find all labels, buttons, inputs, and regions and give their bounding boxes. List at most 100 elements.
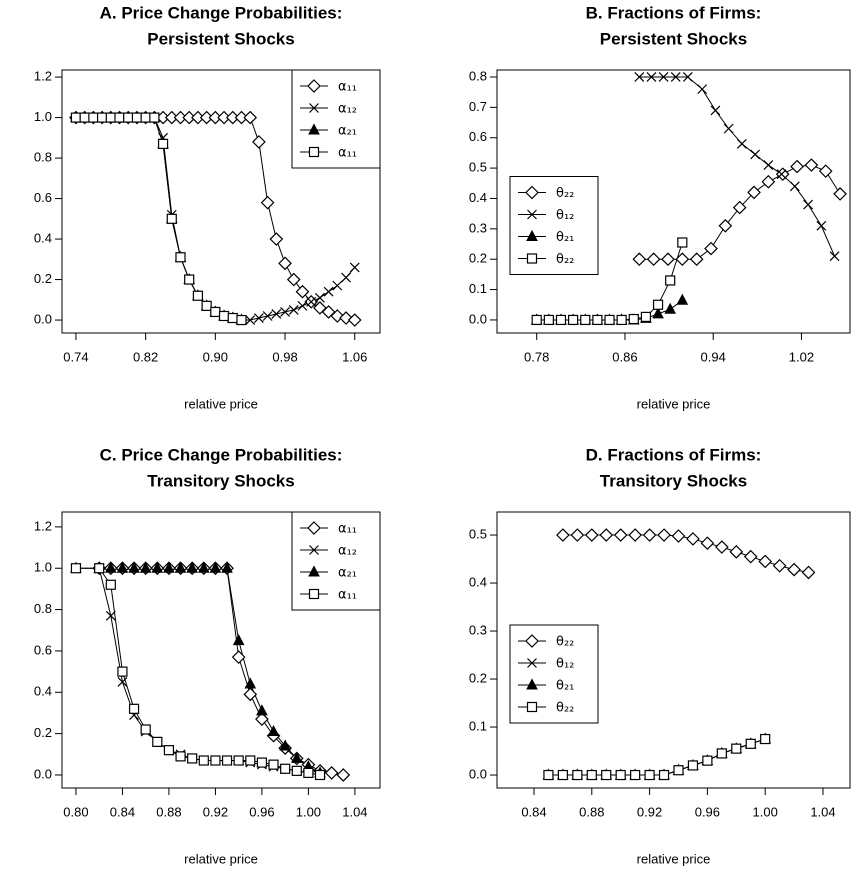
marker-cross (271, 309, 282, 319)
marker-square (604, 314, 615, 326)
marker-square (557, 769, 568, 781)
y-tick-label: 0.3 (469, 220, 487, 235)
marker-triangle (244, 677, 257, 689)
marker-square (233, 755, 244, 766)
marker-square (687, 760, 699, 771)
y-tick-label: 0.4 (34, 684, 52, 699)
marker-square (128, 703, 140, 714)
chart-title: D. Fractions of Firms: (586, 445, 762, 464)
marker-diamond (255, 712, 269, 727)
x-tick-label: 0.98 (272, 349, 297, 364)
marker-diamond (243, 687, 258, 702)
marker-diamond (761, 174, 776, 189)
marker-square (140, 112, 151, 123)
y-tick-label: 0.2 (34, 271, 52, 286)
x-axis-label: relative price (184, 851, 258, 866)
marker-square (117, 666, 128, 677)
marker-cross (245, 315, 256, 325)
x-tick-label: 0.88 (156, 804, 181, 819)
marker-square (149, 112, 160, 123)
y-tick-label: 0.0 (34, 766, 52, 781)
marker-diamond (747, 185, 761, 200)
marker-cross (776, 169, 787, 180)
y-tick-label: 1.0 (34, 109, 52, 124)
marker-square (702, 755, 713, 766)
marker-triangle (279, 739, 291, 751)
marker-diamond (347, 313, 362, 327)
y-tick-label: 0.5 (469, 526, 487, 541)
marker-square (166, 213, 177, 224)
marker-cross (829, 251, 840, 262)
legend: α₁₁ α₁₂ α₂₁ α₁₁ (291, 511, 381, 611)
x-tick-label: 1.00 (753, 804, 778, 819)
marker-square (210, 306, 221, 318)
y-tick-label: 0.6 (469, 129, 487, 144)
marker-cross (736, 138, 747, 149)
y-tick-label: 0.8 (34, 601, 52, 616)
marker-diamond (324, 766, 339, 780)
marker-square (568, 314, 579, 326)
marker-diamond (525, 185, 539, 200)
marker-square (314, 769, 326, 781)
y-tick-label: 1.2 (34, 69, 52, 84)
x-tick-label: 0.88 (579, 804, 604, 819)
y-tick-label: 0.8 (34, 150, 52, 165)
marker-diamond (801, 565, 816, 580)
legend-box (291, 511, 381, 611)
marker-square (175, 751, 186, 762)
marker-square (236, 314, 247, 326)
marker-diamond (704, 241, 718, 256)
marker-triangle (197, 561, 210, 573)
y-tick-label: 0.8 (469, 68, 487, 83)
y-tick-label: 1.0 (34, 560, 52, 575)
marker-triangle (151, 561, 164, 573)
legend-label: θ₂₁ (556, 679, 574, 694)
marker-cross (527, 209, 537, 220)
chart-title: Transitory Shocks (147, 471, 294, 490)
marker-diamond (584, 528, 599, 542)
marker-diamond (689, 252, 704, 267)
marker-cross (105, 610, 116, 621)
marker-triangle (676, 293, 689, 305)
series-line (562, 534, 809, 573)
marker-square (192, 290, 204, 301)
y-tick-label: 0.1 (469, 718, 487, 733)
y-tick-label: 0.0 (469, 311, 487, 326)
marker-square (210, 755, 221, 766)
marker-cross (646, 72, 657, 82)
x-tick-label: 0.74 (63, 349, 88, 364)
marker-square (526, 701, 538, 713)
marker-square (665, 275, 676, 286)
chart-title: A. Price Change Probabilities: (100, 3, 343, 22)
marker-diamond (307, 521, 321, 535)
marker-cross (710, 105, 721, 116)
marker-diamond (833, 187, 847, 201)
marker-square (652, 299, 664, 310)
chart-title: Persistent Shocks (600, 29, 747, 48)
marker-cross (306, 296, 317, 307)
x-axis-label: relative price (637, 396, 711, 411)
marker-cross (763, 160, 774, 170)
marker-diamond (525, 634, 539, 648)
marker-square (308, 588, 320, 600)
marker-square (543, 314, 554, 326)
marker-diamond (790, 159, 804, 174)
legend-label: α₁₂ (338, 102, 357, 117)
marker-cross (789, 181, 800, 192)
legend-box (509, 624, 599, 724)
marker-diamond (646, 252, 661, 267)
marker-cross (723, 123, 734, 134)
marker-cross (117, 677, 128, 687)
marker-square (187, 753, 198, 764)
y-tick-label: 0.4 (34, 230, 52, 245)
marker-triangle (664, 302, 677, 314)
marker-diamond (671, 529, 686, 543)
legend-label: θ₂₁ (556, 230, 574, 245)
marker-cross (297, 300, 308, 311)
legend-label: θ₂₂ (556, 186, 574, 201)
marker-square (526, 253, 538, 264)
marker-cross (280, 307, 290, 317)
legend-box (509, 176, 599, 275)
plot-box (61, 511, 381, 789)
